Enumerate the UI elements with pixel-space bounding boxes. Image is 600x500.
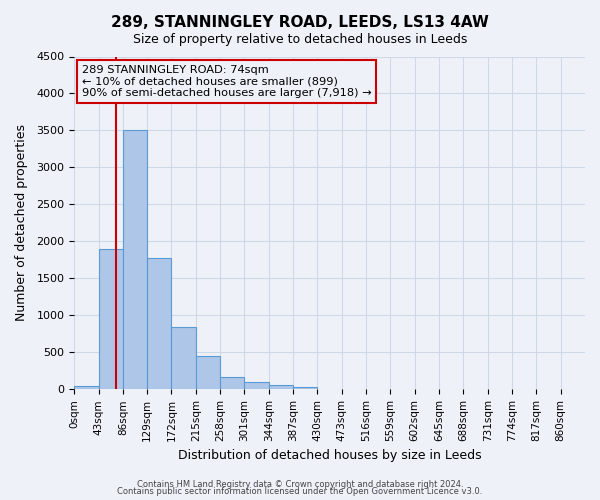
Text: Contains HM Land Registry data © Crown copyright and database right 2024.: Contains HM Land Registry data © Crown c… — [137, 480, 463, 489]
Bar — [269, 386, 293, 390]
Text: 289, STANNINGLEY ROAD, LEEDS, LS13 4AW: 289, STANNINGLEY ROAD, LEEDS, LS13 4AW — [111, 15, 489, 30]
Y-axis label: Number of detached properties: Number of detached properties — [15, 124, 28, 322]
Bar — [98, 249, 123, 390]
Bar — [293, 386, 317, 390]
X-axis label: Distribution of detached houses by size in Leeds: Distribution of detached houses by size … — [178, 450, 481, 462]
Bar — [172, 327, 196, 390]
Bar — [123, 130, 147, 390]
Bar — [74, 386, 98, 390]
Text: Contains public sector information licensed under the Open Government Licence v3: Contains public sector information licen… — [118, 487, 482, 496]
Bar — [244, 382, 269, 390]
Text: Size of property relative to detached houses in Leeds: Size of property relative to detached ho… — [133, 32, 467, 46]
Bar — [220, 376, 244, 390]
Bar — [147, 258, 172, 390]
Bar — [196, 356, 220, 390]
Text: 289 STANNINGLEY ROAD: 74sqm
← 10% of detached houses are smaller (899)
90% of se: 289 STANNINGLEY ROAD: 74sqm ← 10% of det… — [82, 65, 371, 98]
